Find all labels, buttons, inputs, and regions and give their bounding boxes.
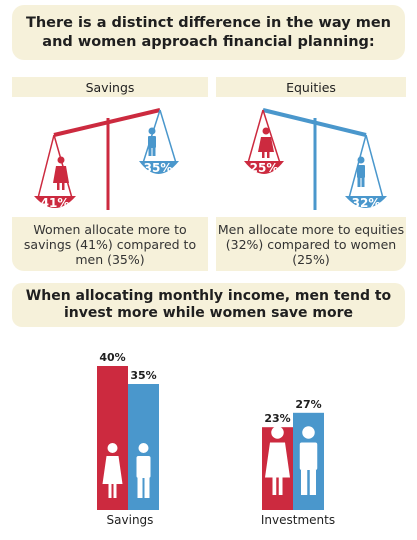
savings-men-percent: 35% — [143, 161, 173, 175]
man-icon — [148, 127, 156, 156]
bar-savings-0 — [97, 366, 128, 510]
savings-description: Women allocate more to savings (41%) com… — [12, 217, 208, 271]
data-label-savings-0: 40% — [99, 351, 125, 364]
man-icon — [357, 156, 365, 187]
main-heading: There is a distinct difference in the wa… — [12, 5, 405, 60]
data-label-savings-1: 35% — [130, 369, 156, 382]
equities-panel-title: Equities — [216, 77, 406, 97]
man-icon — [299, 426, 318, 495]
man-icon — [136, 443, 151, 498]
savings-balance-scale — [34, 108, 179, 210]
equities-balance-scale — [244, 108, 387, 210]
equities-women-percent: 25% — [249, 161, 279, 175]
x-label-investments: Investments — [260, 513, 336, 527]
data-label-investments-0: 23% — [264, 412, 290, 425]
equities-description: Men allocate more to equities (32%) comp… — [216, 217, 406, 271]
woman-icon — [102, 443, 123, 498]
savings-women-percent: 41% — [40, 196, 70, 210]
x-label-savings: Savings — [106, 513, 154, 527]
equities-men-percent: 32% — [351, 196, 381, 210]
income-heading: When allocating monthly income, men tend… — [12, 283, 405, 327]
savings-panel-title: Savings — [12, 77, 208, 97]
data-label-investments-1: 27% — [295, 398, 321, 411]
woman-icon — [258, 127, 274, 158]
woman-icon — [53, 156, 69, 190]
woman-icon — [265, 426, 290, 495]
